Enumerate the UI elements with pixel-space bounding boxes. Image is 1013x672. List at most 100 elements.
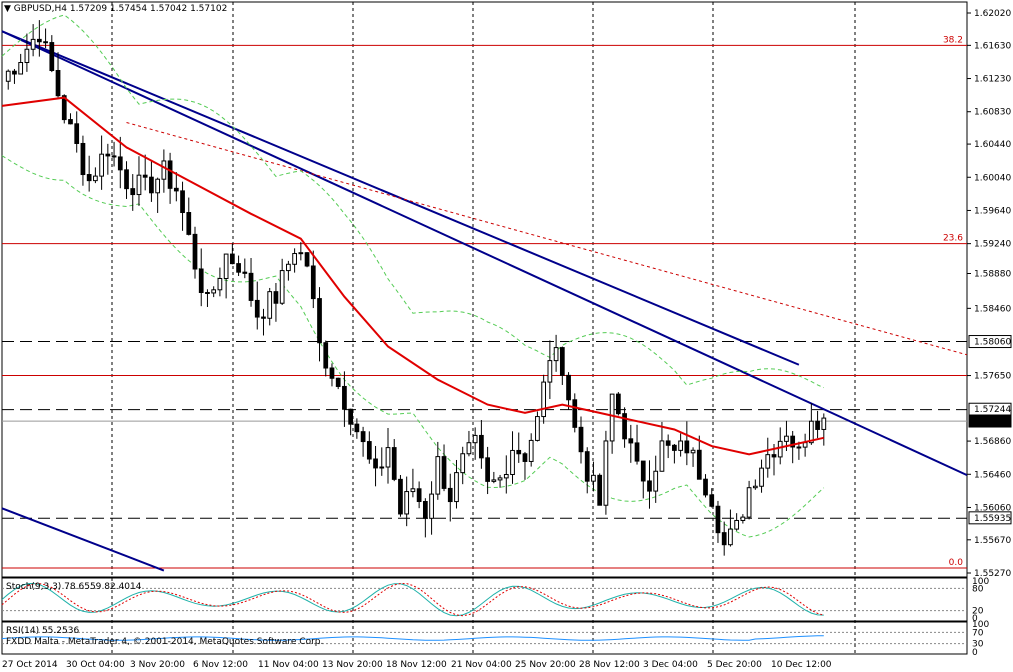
candle-body [510,449,515,476]
candle-body [640,460,646,482]
candle-body [366,441,372,460]
main-plot-frame [1,1,968,578]
price-tag-box [968,414,1012,428]
candle-body [329,367,335,379]
fib-level-label: 0.0 [949,558,964,568]
x-axis-label: 18 Nov 12:00 [386,660,447,670]
candle-body [49,42,55,72]
rsi-scale-label: 100 [972,620,989,630]
x-axis-label: 21 Nov 04:00 [451,660,512,670]
x-axis-label: 13 Nov 20:00 [322,660,383,670]
stoch-label: Stoch(9,3,3) 78.6559 82.4014 [6,582,142,592]
price-tag-label: 1.57102 [974,417,1011,427]
candle-body [61,95,67,121]
rsi-label: RSI(14) 55.2536 [6,626,80,636]
chart-menu-icon[interactable]: ▼ [4,4,11,14]
candle-body [728,528,733,546]
price-tag-label: 1.55935 [974,514,1011,524]
trendline [1,30,968,477]
candle-body [665,440,671,446]
candle-body [111,155,117,158]
candle-body [342,385,347,410]
candle-body [36,38,42,43]
candle-body [317,298,322,344]
candle-body [217,277,223,291]
candle-body [759,467,764,487]
candle-body [86,174,92,182]
x-axis-label: 30 Oct 04:00 [66,660,125,670]
candle-body [466,442,472,455]
y-axis-label: 1.57650 [974,372,1011,382]
candle-body [348,408,354,425]
candle-body [541,381,547,418]
candle-body [99,153,104,177]
y-axis-label: 1.56460 [974,470,1011,480]
candle-body [566,374,571,401]
y-axis-label: 1.59640 [974,206,1011,216]
x-axis-label: 3 Nov 20:00 [130,660,185,670]
candle-body [198,268,204,293]
candle-body [254,299,260,318]
x-axis-label: 25 Nov 20:00 [515,660,576,670]
candle-body [553,347,559,362]
y-axis-label: 1.58460 [974,304,1011,314]
candle-body [634,442,640,462]
candle-body [211,289,217,294]
candle-body [584,451,590,482]
candle-body [765,454,771,469]
candle-body [205,291,210,294]
candle-body [155,178,161,194]
rsi-scale-label: 70 [972,628,984,638]
candle-body [261,316,266,319]
candle-body [236,263,241,273]
candle-body [603,440,609,506]
y-axis-label: 1.56860 [974,437,1011,447]
candle-body [703,478,708,496]
candle-body [298,252,304,255]
candle-body [721,532,727,546]
candle-body [242,271,248,274]
candle-body [472,434,478,444]
y-axis-label: 1.62020 [974,9,1011,19]
x-axis-label: 10 Dec 12:00 [771,660,832,670]
candle-body [547,360,553,383]
candle-body [310,265,316,300]
candle-body [186,212,192,235]
candle-body [55,70,61,97]
candle-body [429,493,434,519]
candle-body [248,272,254,301]
candle-body [615,393,621,415]
candle-body [192,233,198,270]
candle-body [279,270,285,304]
candle-body [398,478,403,515]
y-axis-label: 1.56060 [974,503,1011,513]
candle-body [373,458,378,469]
candle-body [609,393,615,442]
price-tag-box [968,511,1012,525]
candle-body [68,119,73,125]
candle-body [80,142,86,176]
candle-body [30,38,36,50]
price-tag-label: 1.58060 [974,338,1011,348]
candle-body [516,449,522,455]
candle-body [323,342,329,369]
candle-body [647,480,652,492]
candle-body [24,48,30,64]
candle-body [591,474,596,482]
candle-body [180,190,185,214]
candle-body [124,169,129,190]
candle-body [684,440,690,454]
candle-body [435,456,441,495]
candle-body [485,457,490,482]
candle-body [454,472,459,503]
candle-body [5,70,11,82]
rsi-scale-label: 30 [972,640,984,650]
stoch-scale-label: 20 [972,607,984,617]
candle-body [709,494,715,507]
candle-body [597,474,603,506]
moving-average-line [1,96,825,456]
chart-ohlc: 1.57209 1.57454 1.57042 1.57102 [69,4,228,14]
candle-body [815,420,820,430]
price-tag-label: 1.57244 [974,405,1011,415]
